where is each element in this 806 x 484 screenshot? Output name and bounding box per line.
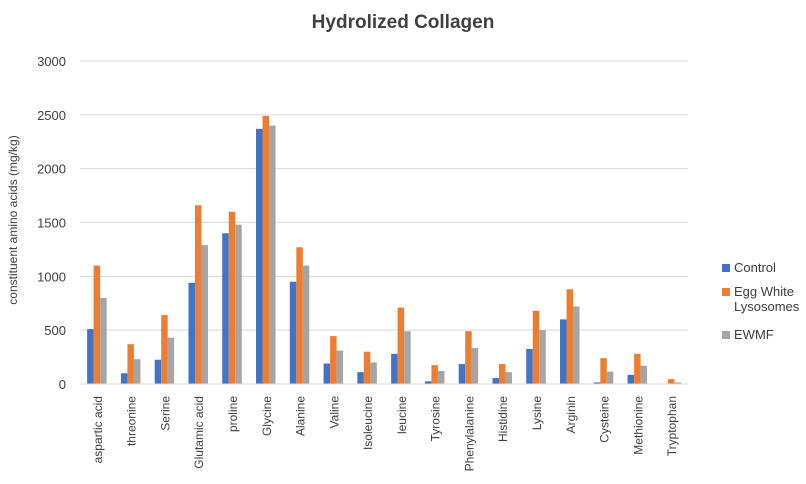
bar-control bbox=[526, 349, 533, 384]
x-tick-label: threonine bbox=[125, 396, 139, 446]
bar-egg-white-lysosomes bbox=[667, 379, 675, 384]
x-tick-label: Glycine bbox=[260, 396, 274, 436]
x-tick-label: Glutamic acid bbox=[192, 396, 206, 469]
bar-ewmf bbox=[437, 371, 445, 384]
bar-egg-white-lysosomes bbox=[363, 351, 371, 384]
bar-ewmf bbox=[269, 125, 276, 384]
legend-label-egg-white-lysosomes: Egg White Lysosomes bbox=[734, 284, 800, 314]
legend-label-control: Control bbox=[734, 260, 776, 276]
y-tick-label: 1500 bbox=[37, 216, 66, 231]
y-tick-label: 2000 bbox=[37, 162, 66, 177]
bar-ewmf bbox=[336, 350, 344, 384]
legend-swatch-control bbox=[722, 263, 730, 272]
bar-egg-white-lysosomes bbox=[93, 265, 101, 384]
bar-control bbox=[458, 364, 466, 384]
bar-control bbox=[593, 382, 601, 384]
bar-ewmf bbox=[201, 245, 208, 384]
bar-ewmf bbox=[471, 347, 479, 384]
bar-control bbox=[391, 353, 398, 384]
bar-ewmf bbox=[167, 337, 175, 384]
bar-ewmf bbox=[235, 224, 242, 384]
chart-title: Hydrolized Collagen bbox=[311, 12, 495, 33]
bar-control bbox=[357, 372, 364, 384]
bar-egg-white-lysosomes bbox=[397, 307, 405, 384]
y-tick-label: 2500 bbox=[37, 108, 66, 123]
bar-ewmf bbox=[640, 365, 648, 384]
legend-label-ewmf: EWMF bbox=[734, 327, 774, 343]
bar-egg-white-lysosomes bbox=[161, 315, 168, 384]
bar-egg-white-lysosomes bbox=[330, 336, 337, 384]
legend-swatch-egg-white-lysosomes bbox=[722, 288, 730, 296]
bar-egg-white-lysosomes bbox=[228, 211, 236, 384]
legend-item-control: Control bbox=[722, 259, 776, 275]
x-tick-label: Arginin bbox=[564, 396, 578, 433]
bar-control bbox=[560, 319, 567, 384]
bar-egg-white-lysosomes bbox=[296, 247, 303, 384]
bar-control bbox=[120, 373, 128, 384]
bar-ewmf bbox=[505, 372, 512, 384]
bar-control bbox=[424, 381, 432, 384]
bar-egg-white-lysosomes bbox=[600, 358, 607, 384]
x-tick-label: Tyrosine bbox=[429, 396, 443, 442]
legend-item-egg-white-lysosomes: Egg White Lysosomes bbox=[722, 284, 806, 314]
x-tick-label: proline bbox=[226, 396, 240, 432]
legend-item-ewmf: EWMF bbox=[722, 326, 774, 342]
bar-control bbox=[87, 329, 94, 384]
x-tick-label: Alanine bbox=[294, 396, 308, 436]
bar-ewmf bbox=[370, 362, 377, 384]
bar-egg-white-lysosomes bbox=[262, 115, 270, 384]
bar-control bbox=[256, 128, 263, 384]
bar-egg-white-lysosomes bbox=[127, 344, 134, 384]
bar-ewmf bbox=[133, 359, 141, 384]
bar-control bbox=[222, 233, 229, 384]
bar-egg-white-lysosomes bbox=[498, 364, 506, 384]
x-tick-label: Lysine bbox=[530, 396, 544, 431]
x-tick-label: Phenylalanine bbox=[462, 396, 476, 472]
bar-egg-white-lysosomes bbox=[566, 289, 574, 384]
y-tick-label: 0 bbox=[59, 377, 66, 392]
y-tick-label: 1000 bbox=[37, 269, 66, 284]
bar-egg-white-lysosomes bbox=[465, 331, 472, 384]
bar-ewmf bbox=[674, 382, 681, 384]
bar-control bbox=[188, 282, 195, 384]
x-tick-label: Tryptophan bbox=[665, 396, 679, 456]
y-tick-label: 3000 bbox=[37, 54, 66, 69]
x-tick-label: aspartic acid bbox=[91, 396, 105, 463]
bar-ewmf bbox=[404, 331, 411, 384]
bar-egg-white-lysosomes bbox=[431, 365, 438, 384]
y-tick-label: 500 bbox=[44, 323, 66, 338]
bar-egg-white-lysosomes bbox=[194, 205, 202, 384]
legend-swatch-ewmf bbox=[722, 330, 730, 339]
bar-control bbox=[323, 363, 331, 384]
bar-ewmf bbox=[606, 371, 614, 384]
x-tick-label: leucine bbox=[395, 396, 409, 434]
bar-control bbox=[289, 281, 297, 384]
x-tick-label: Isoleucine bbox=[361, 396, 375, 450]
bar-control bbox=[627, 374, 635, 384]
bar-ewmf bbox=[539, 330, 546, 384]
x-tick-label: Serine bbox=[158, 396, 172, 431]
x-tick-label: Cysteine bbox=[598, 396, 612, 443]
bar-ewmf bbox=[100, 297, 107, 384]
x-tick-label: Valine bbox=[327, 396, 341, 429]
bar-control bbox=[154, 359, 162, 384]
bar-ewmf bbox=[573, 306, 580, 384]
x-tick-label: Histidine bbox=[496, 396, 510, 442]
y-axis-label: constituent amino acids (mg/kg) bbox=[6, 135, 20, 305]
bar-ewmf bbox=[302, 265, 310, 384]
bar-control bbox=[492, 378, 499, 384]
x-tick-label: Methionine bbox=[631, 396, 645, 455]
bar-egg-white-lysosomes bbox=[532, 310, 540, 384]
bar-egg-white-lysosomes bbox=[634, 353, 641, 384]
